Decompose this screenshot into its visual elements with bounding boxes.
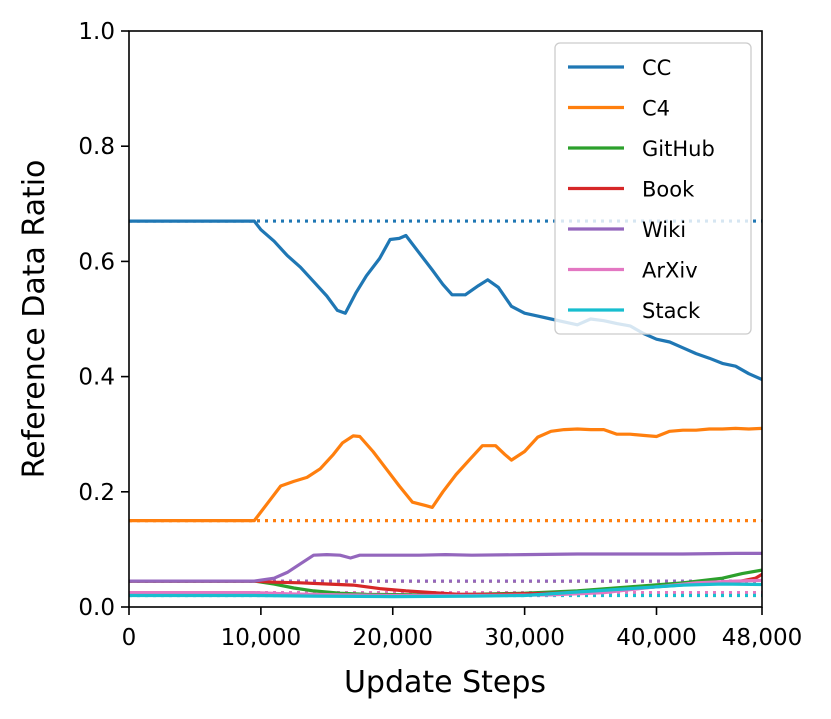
series-line-wiki	[129, 551, 762, 583]
y-tick-label: 0.2	[78, 480, 115, 506]
legend-label-c4: C4	[642, 97, 670, 121]
series-line-cc	[129, 219, 762, 382]
series-line-stack	[129, 582, 762, 599]
x-tick-label: 20,000	[353, 625, 433, 651]
series-layer	[129, 219, 762, 599]
y-tick-label: 1.0	[78, 19, 115, 45]
plot-frame	[128, 30, 763, 608]
y-axis-label: Reference Data Ratio	[17, 160, 52, 479]
x-axis-label: Update Steps	[344, 665, 546, 700]
legend-frame	[554, 42, 752, 335]
y-tick-label: 0.6	[78, 249, 115, 275]
y-tick-label: 0.8	[78, 134, 115, 160]
x-tick-label: 10,000	[221, 625, 301, 651]
y-tick-label: 0.4	[78, 365, 115, 391]
series-line-c4	[129, 426, 762, 523]
legend-label-cc: CC	[642, 56, 671, 80]
legend: CC C4 GitHub Book Wiki ArXiv Stack	[554, 42, 752, 335]
x-tick-label: 40,000	[616, 625, 696, 651]
legend-label-github: GitHub	[642, 137, 715, 161]
x-tick-label: 30,000	[484, 625, 564, 651]
legend-label-book: Book	[642, 178, 695, 202]
x-tick-label: 0	[122, 625, 137, 651]
legend-label-stack: Stack	[642, 299, 701, 323]
y-tick-label: 0.0	[78, 595, 115, 621]
legend-label-wiki: Wiki	[642, 218, 686, 242]
legend-label-arxiv: ArXiv	[642, 259, 698, 283]
x-tick-label: 48,000	[722, 625, 802, 651]
ticks-layer: 0 10,000 20,000 30,000 40,000 48,000 0.0 0.2 0.4…	[78, 19, 802, 651]
series-line-book	[129, 572, 762, 596]
